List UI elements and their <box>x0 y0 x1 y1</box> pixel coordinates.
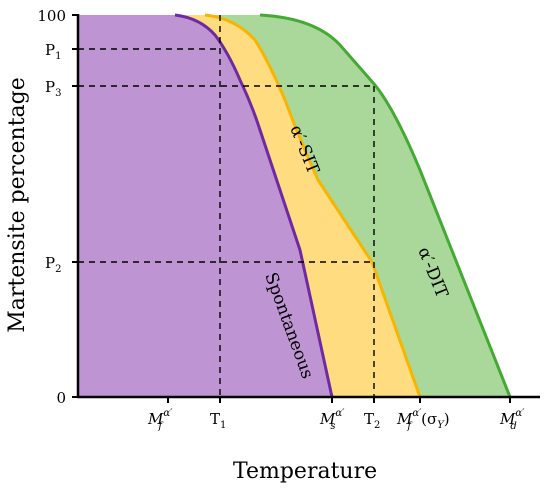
spontaneous-region <box>78 15 332 397</box>
x-tick-marks <box>167 397 511 403</box>
y-tick-p2: P2 <box>45 254 61 275</box>
dit-boundary-line <box>259 13 512 398</box>
x-tick-mf: Mα′ f <box>147 408 173 432</box>
y-tick-0: 0 <box>56 389 66 407</box>
x-tick-mf-sigma: Mα′ f (σY) <box>396 408 450 432</box>
x-tick-ms: Mα′ s <box>319 408 345 432</box>
x-tick-md: Mα′ d <box>499 408 525 432</box>
guide-lines <box>78 15 375 397</box>
y-tick-p3: P3 <box>45 78 61 99</box>
spontaneous-boundary-line <box>174 13 334 398</box>
x-axis-title: Temperature <box>233 459 377 484</box>
x-tick-t2: T2 <box>364 410 380 431</box>
x-tick-t1: T1 <box>210 410 226 431</box>
sit-boundary-line <box>204 13 422 398</box>
y-axis-title: Martensite percentage <box>5 77 30 333</box>
y-tick-p1: P1 <box>45 41 61 62</box>
y-tick-marks <box>72 14 78 398</box>
y-tick-100: 100 <box>37 7 66 25</box>
